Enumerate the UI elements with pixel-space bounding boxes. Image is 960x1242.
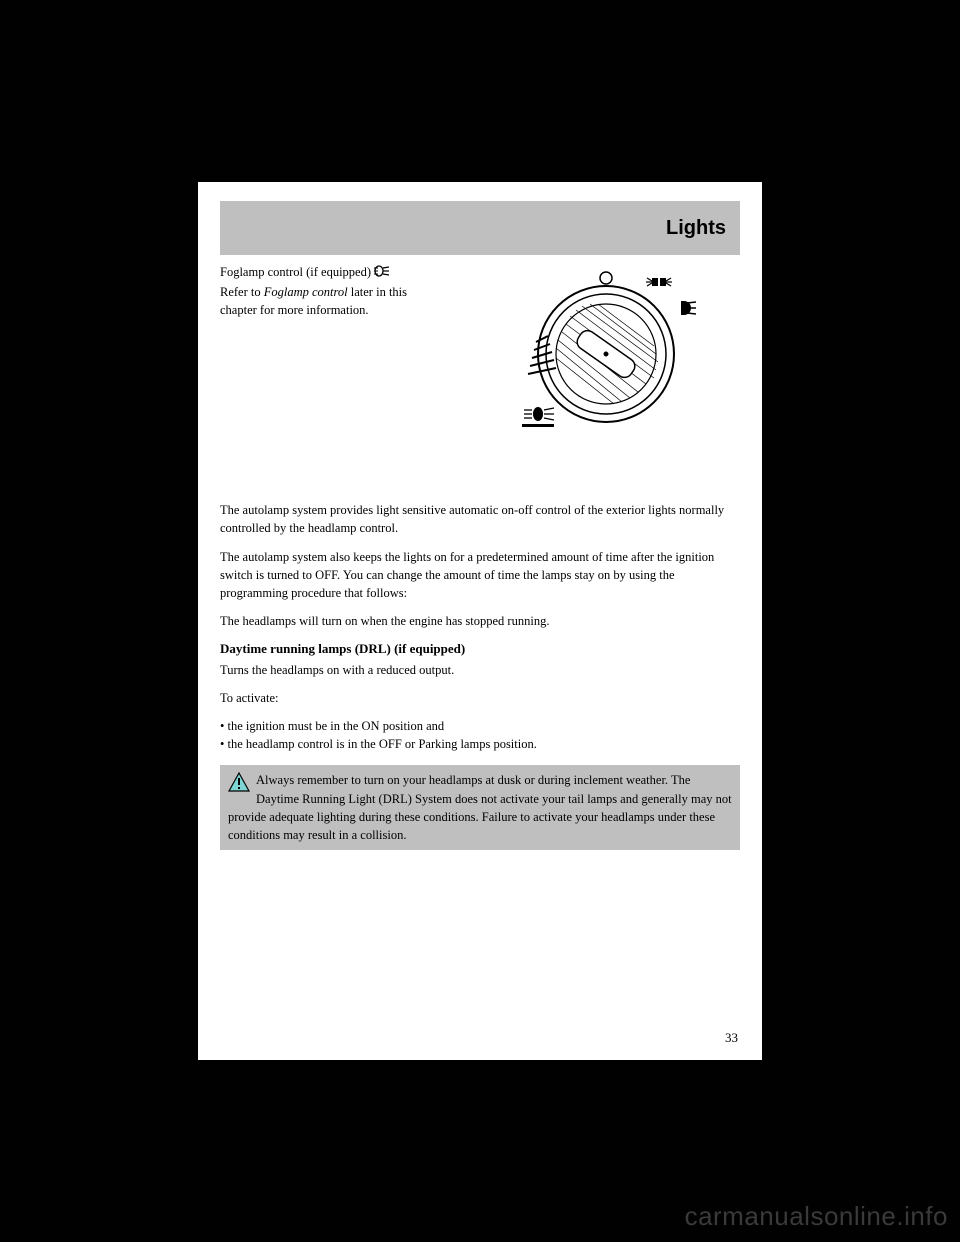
warning-icon [228, 772, 250, 797]
intro-text-2a: Refer to [220, 285, 264, 299]
bullet-list: • the ignition must be in the ON positio… [220, 717, 740, 753]
paragraph-1: The autolamp system provides light sensi… [220, 501, 740, 537]
page-number: 33 [725, 1030, 738, 1046]
paragraph-5-intro: To activate: [220, 689, 740, 707]
section-title: Lights [666, 217, 726, 240]
bullet-1: • the ignition must be in the ON positio… [220, 717, 740, 735]
intro-line-1: Foglamp control (if equipped) [220, 264, 500, 282]
paragraph-3: The headlamps will turn on when the engi… [220, 612, 740, 630]
page-content: Foglamp control (if equipped) Refer to F… [220, 264, 740, 850]
paragraph-4: Turns the headlamps on with a reduced ou… [220, 661, 740, 679]
foglamp-label: Foglamp control (if equipped) [220, 265, 371, 279]
warning-text: Always remember to turn on your headlamp… [228, 773, 732, 841]
intro-link: Foglamp control [264, 285, 348, 299]
intro-text-2b: later in this [348, 285, 407, 299]
body-text: The autolamp system provides light sensi… [220, 501, 740, 850]
watermark: carmanualsonline.info [685, 1201, 948, 1232]
foglamp-icon [374, 265, 390, 282]
warning-box: Always remember to turn on your headlamp… [220, 765, 740, 850]
manual-page: Lights Foglamp control (if equipped) [198, 182, 762, 1060]
subheading-drl: Daytime running lamps (DRL) (if equipped… [220, 640, 740, 659]
section-header-bar: Lights [220, 201, 740, 255]
paragraph-2: The autolamp system also keeps the light… [220, 548, 740, 602]
headlamp-dial-diagram [506, 264, 706, 439]
intro-line-2: Refer to Foglamp control later in this [220, 284, 500, 301]
bullet-2: • the headlamp control is in the OFF or … [220, 735, 740, 753]
intro-line-3: chapter for more information. [220, 302, 500, 319]
